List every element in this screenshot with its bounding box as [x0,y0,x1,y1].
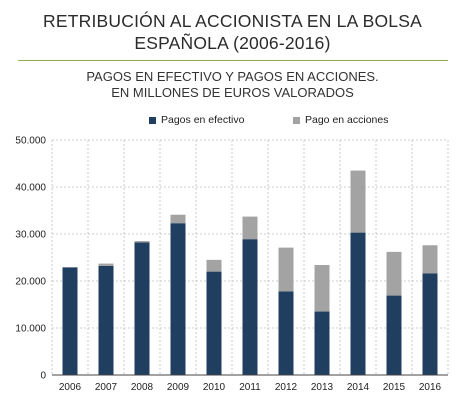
bar-stock [134,241,150,243]
x-tick-label: 2007 [95,382,118,393]
bar-cash [386,295,402,375]
bar-stock [206,259,222,272]
bar-cash [422,273,438,375]
legend-label-stock: Pago en acciones [305,114,389,126]
main-title-line-1: RETRIBUCIÓN AL ACCIONISTA EN LA BOLSA [43,11,422,31]
x-tick-label: 2014 [347,382,370,393]
bar-stock [170,214,186,224]
legend-item-cash: Pagos en efectivo [149,114,244,126]
bar-stock [422,245,438,274]
bar-cash [278,291,294,375]
main-title-line-2: ESPAÑOLA (2006-2016) [134,33,331,53]
bar-cash [134,242,150,375]
x-tick-label: 2016 [419,382,442,393]
y-tick-label: 10.000 [15,324,46,335]
chart-subtitle: EN MILLONES DE EUROS VALORADOS [111,85,354,100]
bar-stock [350,170,366,233]
x-tick-label: 2006 [59,382,82,393]
chart-title: PAGOS EN EFECTIVO Y PAGOS EN ACCIONES. [86,69,379,84]
y-tick-label: 0 [40,371,46,382]
legend-swatch-cash [149,116,156,124]
bar-cash [62,267,78,375]
x-tick-label: 2015 [383,382,406,393]
bar-stock [386,251,402,296]
x-tick-label: 2011 [239,382,261,393]
x-tick-label: 2012 [275,382,298,393]
bar-cash [314,311,330,375]
x-tick-label: 2009 [167,382,190,393]
title-divider [18,60,448,61]
bar-cash [170,223,186,375]
bar-cash [350,232,366,375]
bar-stock [98,263,114,266]
bar-cash [98,265,114,375]
x-tick-label: 2010 [203,382,226,393]
legend-swatch-stock [293,116,300,124]
y-tick-label: 20.000 [15,277,46,288]
y-tick-label: 30.000 [15,230,46,241]
y-tick-label: 50.000 [15,136,46,147]
legend-label-cash: Pagos en efectivo [161,114,245,126]
bar-stock [314,265,330,312]
bar-cash [206,271,222,375]
bar-stock [242,216,258,240]
x-tick-label: 2008 [131,382,154,393]
legend-item-stock: Pago en acciones [293,114,388,126]
bar-cash [242,239,258,375]
bar-stock [278,247,294,292]
y-tick-label: 40.000 [15,183,46,194]
x-tick-label: 2013 [311,382,334,393]
